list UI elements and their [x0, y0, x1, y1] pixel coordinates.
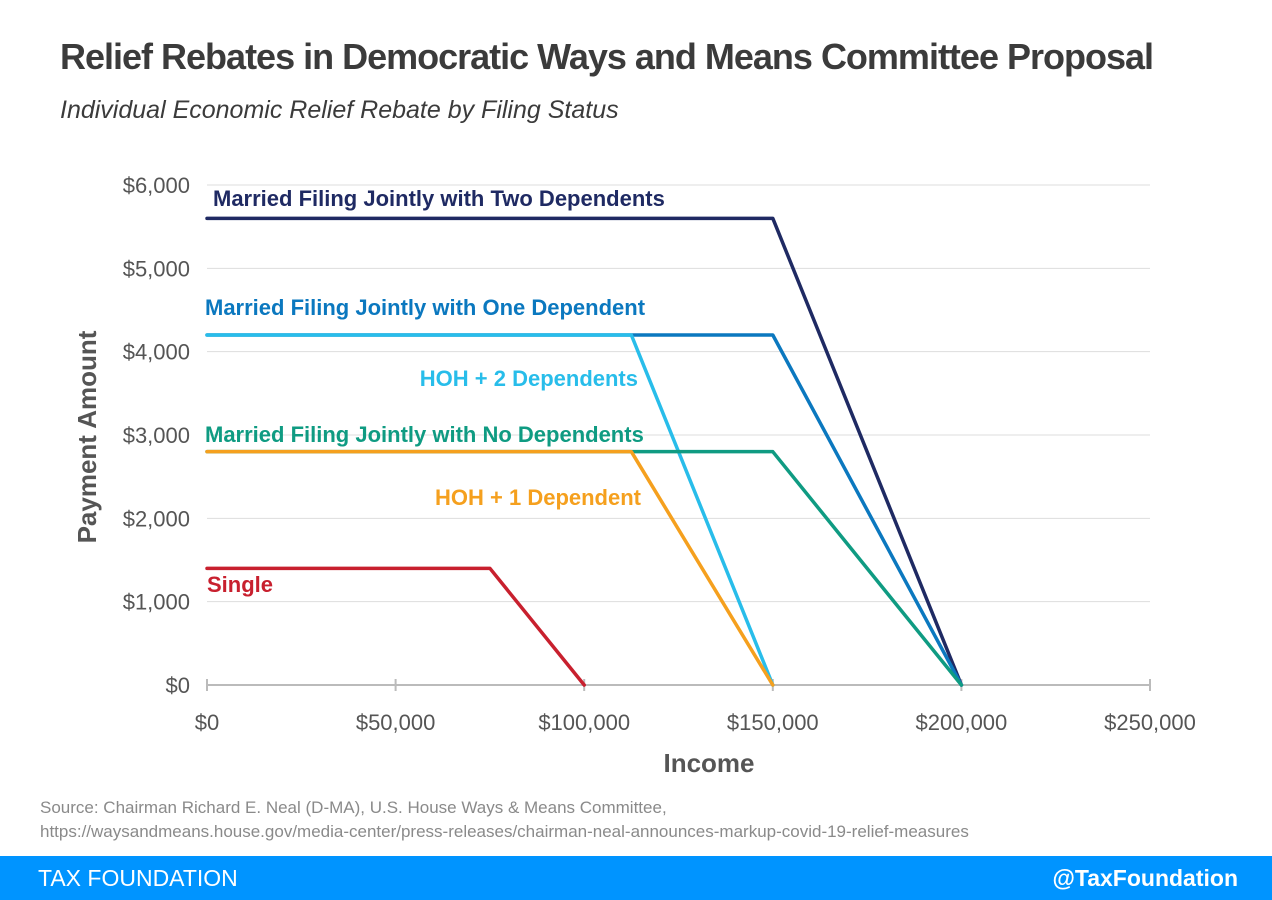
series-line [205, 566, 586, 687]
series-label: Married Filing Jointly with Two Dependen… [213, 186, 665, 211]
series-line [205, 216, 964, 687]
series-line [205, 333, 775, 687]
x-tick-label: $0 [195, 710, 219, 735]
chart-subtitle: Individual Economic Relief Rebate by Fil… [60, 96, 619, 124]
grid-lines [207, 184, 1150, 603]
source-note: Source: Chairman Richard E. Neal (D-MA),… [40, 796, 1240, 844]
x-axis: $0 $50,000 $100,000 $150,000 $200,000 $250,00… [195, 679, 1196, 735]
x-tick-label: $100,000 [538, 710, 630, 735]
series-label: HOH + 1 Dependent [435, 485, 642, 510]
y-tick-label: $0 [166, 673, 190, 698]
y-axis-ticks: $0 $1,000 $2,000 $3,000 $4,000 $5,000 $6,000 [123, 173, 190, 698]
footer-brand: TAX FOUNDATION [38, 865, 238, 891]
series-label: Single [207, 572, 273, 597]
line-chart: $0 $1,000 $2,000 $3,000 $4,000 $5,000 $6,000 $… [72, 173, 1196, 778]
source-url: https://waysandmeans.house.gov/media-cen… [40, 822, 969, 841]
x-tick-label: $150,000 [727, 710, 819, 735]
y-tick-label: $5,000 [123, 256, 190, 281]
x-tick-label: $50,000 [356, 710, 436, 735]
chart-title: Relief Rebates in Democratic Ways and Me… [60, 36, 1154, 77]
series-label: HOH + 2 Dependents [420, 366, 638, 391]
footer-handle: @TaxFoundation [1052, 865, 1238, 891]
source-line-1: Source: Chairman Richard E. Neal (D-MA),… [40, 798, 667, 817]
y-tick-label: $6,000 [123, 173, 190, 198]
y-tick-label: $1,000 [123, 590, 190, 615]
y-tick-label: $4,000 [123, 340, 190, 365]
y-tick-label: $2,000 [123, 506, 190, 531]
series-label: Married Filing Jointly with No Dependent… [205, 422, 644, 447]
series-label: Married Filing Jointly with One Dependen… [205, 295, 646, 320]
x-tick-label: $250,000 [1104, 710, 1196, 735]
footer-bar: TAX FOUNDATION @TaxFoundation [0, 856, 1272, 900]
series-labels: Married Filing Jointly with Two Dependen… [205, 186, 665, 597]
series-line [205, 449, 775, 687]
x-tick-label: $200,000 [916, 710, 1008, 735]
x-axis-label: Income [663, 748, 754, 778]
series-lines [205, 216, 964, 687]
y-tick-label: $3,000 [123, 423, 190, 448]
y-axis-label: Payment Amount [72, 330, 102, 543]
